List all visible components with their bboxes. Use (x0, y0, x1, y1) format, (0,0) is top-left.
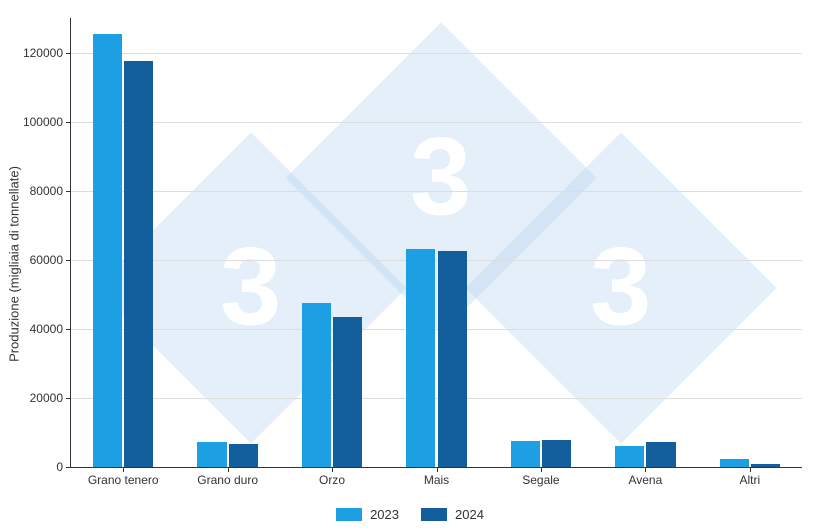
bar (646, 442, 675, 467)
y-tick-mark (66, 329, 71, 330)
bar (93, 34, 122, 467)
bar (751, 464, 780, 467)
legend: 2023 2024 (0, 507, 820, 522)
x-tick-label: Grano duro (197, 473, 258, 487)
legend-swatch (421, 508, 447, 521)
gridline (71, 329, 802, 330)
bar (229, 444, 258, 467)
y-tick-mark (66, 53, 71, 54)
bar (406, 249, 435, 467)
bar (615, 446, 644, 467)
y-tick-label: 40000 (30, 322, 71, 336)
watermark-text: 3 (590, 233, 651, 343)
legend-item-2023: 2023 (336, 507, 399, 522)
gridline (71, 398, 802, 399)
x-tick-mark (541, 467, 542, 472)
legend-label: 2023 (370, 507, 399, 522)
x-tick-label: Avena (628, 473, 662, 487)
x-tick-mark (437, 467, 438, 472)
x-tick-mark (228, 467, 229, 472)
y-tick-mark (66, 122, 71, 123)
bar (511, 441, 540, 467)
gridline (71, 191, 802, 192)
bar (302, 303, 331, 467)
legend-swatch (336, 508, 362, 521)
y-tick-label: 100000 (23, 115, 71, 129)
gridline (71, 53, 802, 54)
y-tick-label: 60000 (30, 253, 71, 267)
y-tick-label: 20000 (30, 391, 71, 405)
y-tick-mark (66, 398, 71, 399)
x-tick-mark (645, 467, 646, 472)
y-axis-title: Produzione (migliaia di tonnellate) (7, 166, 22, 362)
x-tick-mark (750, 467, 751, 472)
x-tick-mark (332, 467, 333, 472)
bar (720, 459, 749, 467)
x-tick-label: Altri (739, 473, 760, 487)
x-tick-label: Orzo (319, 473, 345, 487)
x-tick-label: Mais (424, 473, 449, 487)
gridline (71, 122, 802, 123)
x-tick-label: Grano tenero (88, 473, 159, 487)
y-tick-mark (66, 191, 71, 192)
y-tick-label: 120000 (23, 46, 71, 60)
chart-container: Produzione (migliaia di tonnellate) 3 3 … (0, 0, 820, 528)
bar (333, 317, 362, 467)
bar (197, 442, 226, 467)
watermark-diamond: 3 (465, 132, 776, 443)
plot-area: 3 3 3 020000400006000080000100000120000G… (70, 18, 802, 468)
gridline (71, 260, 802, 261)
y-tick-mark (66, 260, 71, 261)
y-tick-label: 80000 (30, 184, 71, 198)
bar (124, 61, 153, 467)
legend-label: 2024 (455, 507, 484, 522)
legend-item-2024: 2024 (421, 507, 484, 522)
y-tick-mark (66, 467, 71, 468)
watermark-text: 3 (410, 123, 471, 233)
bar (542, 440, 571, 467)
watermark-text: 3 (220, 233, 281, 343)
x-tick-mark (123, 467, 124, 472)
bar (438, 251, 467, 467)
x-tick-label: Segale (522, 473, 559, 487)
watermark-layer: 3 3 3 (71, 18, 802, 467)
